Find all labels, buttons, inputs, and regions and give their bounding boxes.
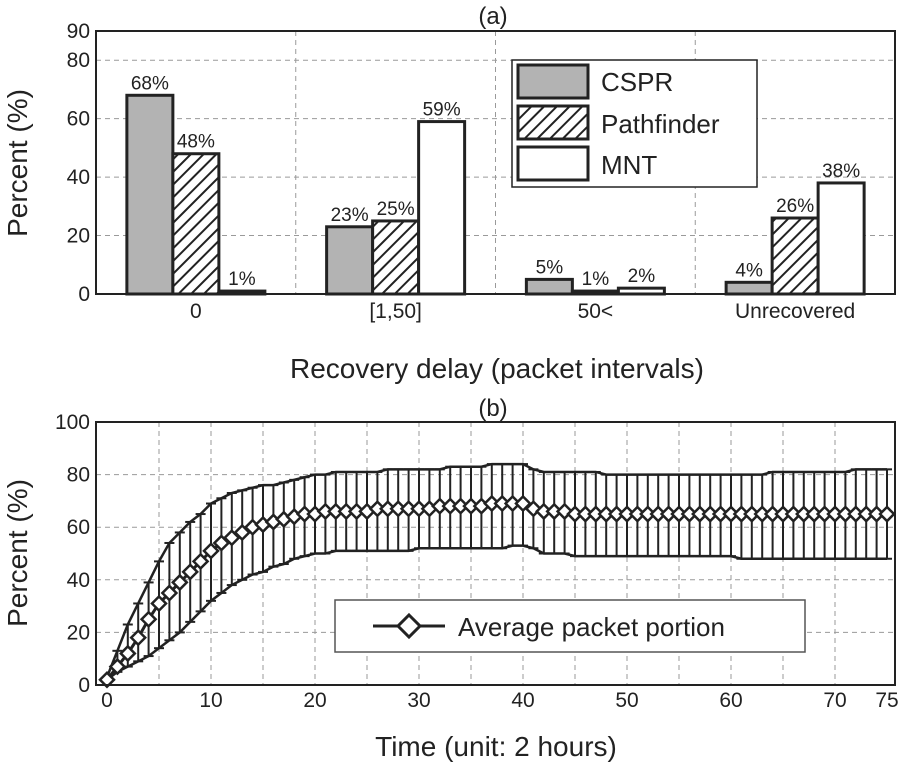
x-tick-label: 60 xyxy=(719,689,742,712)
data-point-diamond xyxy=(878,505,896,523)
data-point-diamond xyxy=(181,563,199,581)
bar-value-label: 5% xyxy=(536,257,564,278)
legend-label-mnt: MNT xyxy=(601,150,657,180)
error-envelope-lower xyxy=(106,544,887,681)
bar-value-label: 26% xyxy=(776,196,814,217)
legend-label-pathfinder: Pathfinder xyxy=(601,109,720,139)
x-tick-label: [1,50] xyxy=(369,300,422,323)
bar-value-label: 2% xyxy=(628,266,656,287)
x-tick-label: 50< xyxy=(578,300,614,323)
x-tick-label: 20 xyxy=(303,689,326,712)
y-tick-label: 60 xyxy=(67,108,90,131)
legend-swatch-cspr xyxy=(516,63,590,100)
y-tick-label: 20 xyxy=(67,225,90,248)
panel-a-y-axis-title: Percent (%) xyxy=(2,89,33,237)
y-tick-label: 60 xyxy=(67,516,90,539)
panel-b-legend: Average packet portion xyxy=(334,599,806,653)
y-tick-label: 100 xyxy=(55,411,90,434)
x-tick-label: Unrecovered xyxy=(735,300,855,323)
x-tick-label: 0 xyxy=(190,300,202,323)
bar-mnt xyxy=(417,120,467,296)
x-tick-label: 10 xyxy=(199,689,222,712)
panel-b-frame xyxy=(95,421,896,686)
bar-cspr xyxy=(724,280,774,296)
data-point-diamond xyxy=(119,644,137,663)
panel-b-y-ticks: 0 20 40 60 80 100 xyxy=(55,411,90,697)
panel-b-series xyxy=(98,494,896,689)
bar-value-label: 4% xyxy=(735,260,763,281)
panel-a-y-ticks: 0 20 40 60 80 90 xyxy=(67,20,90,306)
bar-pathfinder xyxy=(371,219,421,296)
y-tick-label: 0 xyxy=(78,283,90,306)
bar-value-label: 1% xyxy=(582,269,610,290)
bar-value-label: 48% xyxy=(177,132,215,153)
panel-b-title: (b) xyxy=(478,395,507,422)
data-point-diamond xyxy=(150,594,168,613)
bar-value-label: 23% xyxy=(331,205,369,226)
bar-value-label: 59% xyxy=(423,100,461,121)
data-point-diamond xyxy=(139,610,158,629)
x-tick-label: 0 xyxy=(101,689,113,712)
y-tick-label: 80 xyxy=(67,464,90,487)
legend-label-average: Average packet portion xyxy=(458,612,725,642)
panel-b-y-axis-title: Percent (%) xyxy=(2,479,33,627)
data-point-diamond xyxy=(98,670,116,689)
bar-cspr xyxy=(125,93,175,296)
data-point-diamond xyxy=(191,552,210,571)
panel-b-x-axis-title: Time (unit: 2 hours) xyxy=(375,731,617,762)
y-tick-label: 80 xyxy=(67,49,90,72)
panel-b-x-ticks: 0 10 20 30 40 50 60 70 75 xyxy=(101,689,899,712)
panel-a-legend: CSPR Pathfinder MNT xyxy=(511,59,758,188)
bar-value-label: 25% xyxy=(377,199,415,220)
bar-cspr xyxy=(325,225,375,296)
data-point-diamond xyxy=(129,628,147,647)
legend-diamond-icon xyxy=(395,612,423,640)
bar-mnt xyxy=(816,181,866,296)
data-point-diamond xyxy=(160,584,179,602)
bar-value-label: 38% xyxy=(822,161,860,182)
bar-cspr xyxy=(524,277,574,296)
panel-a: (a) 68% 48% 1% 23% 25% 59% 5% 1% 2% 4% 26% 38% 0 20 4… xyxy=(2,3,896,384)
x-tick-label: 40 xyxy=(511,689,534,712)
y-tick-label: 20 xyxy=(67,621,90,644)
legend-label-cspr: CSPR xyxy=(601,67,673,97)
bar-pathfinder xyxy=(171,152,221,296)
panel-b: (b) 0 20 40 60 80 100 0 10 20 30 40 50 60 70 75 Perce… xyxy=(2,395,899,762)
data-point-diamond xyxy=(202,542,220,560)
panel-a-grid xyxy=(96,31,895,294)
y-tick-label: 40 xyxy=(67,569,90,592)
x-tick-label: 30 xyxy=(407,689,430,712)
y-tick-label: 40 xyxy=(67,166,90,189)
y-tick-label: 90 xyxy=(67,20,90,43)
bar-pathfinder xyxy=(770,216,820,296)
error-envelope-upper xyxy=(105,462,887,678)
legend-swatch-mnt xyxy=(516,145,590,182)
x-tick-label: 75 xyxy=(875,689,898,712)
panel-a-x-axis-title: Recovery delay (packet intervals) xyxy=(290,353,704,384)
panel-a-frame xyxy=(95,30,896,295)
y-tick-label: 0 xyxy=(78,674,90,697)
legend-swatch-pathfinder xyxy=(516,104,590,141)
x-tick-label: 50 xyxy=(615,689,638,712)
x-tick-label: 70 xyxy=(823,689,846,712)
panel-a-title: (a) xyxy=(478,3,507,30)
bar-value-label: 68% xyxy=(131,73,169,94)
data-point-diamond xyxy=(171,573,189,592)
data-point-diamond xyxy=(108,657,127,676)
bar-value-label: 1% xyxy=(228,269,256,290)
panel-a-x-ticks: 0 [1,50] 50< Unrecovered xyxy=(190,300,855,323)
